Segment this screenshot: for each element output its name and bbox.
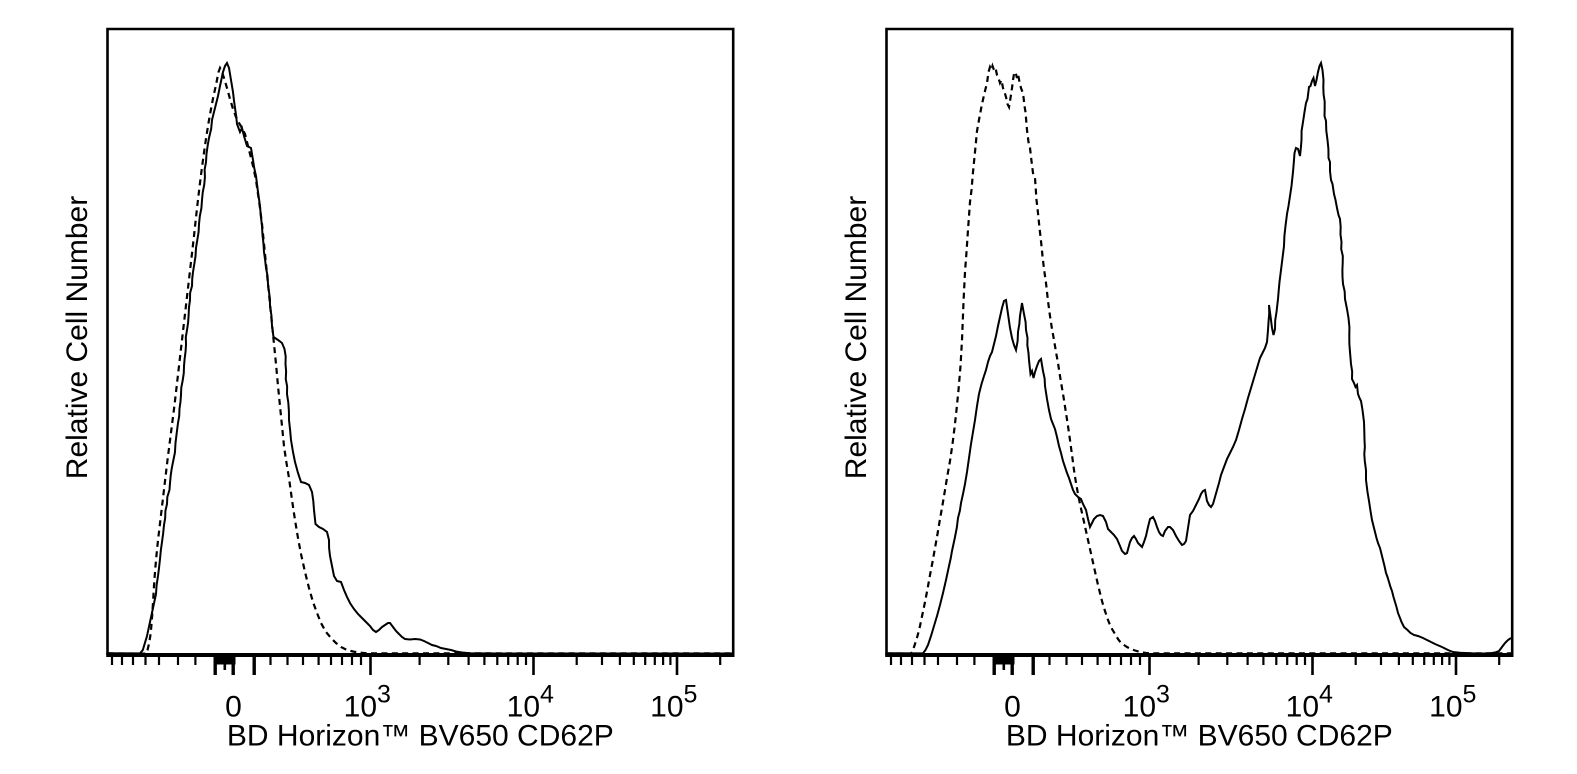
svg-text:BD Horizon™ BV650 CD62P: BD Horizon™ BV650 CD62P: [227, 720, 614, 753]
svg-text:BD Horizon™ BV650 CD62P: BD Horizon™ BV650 CD62P: [1006, 720, 1393, 753]
svg-text:0: 0: [1004, 691, 1021, 724]
svg-text:Relative Cell Number: Relative Cell Number: [61, 196, 94, 479]
svg-text:Relative Cell Number: Relative Cell Number: [840, 196, 873, 479]
svg-text:0: 0: [225, 691, 242, 724]
